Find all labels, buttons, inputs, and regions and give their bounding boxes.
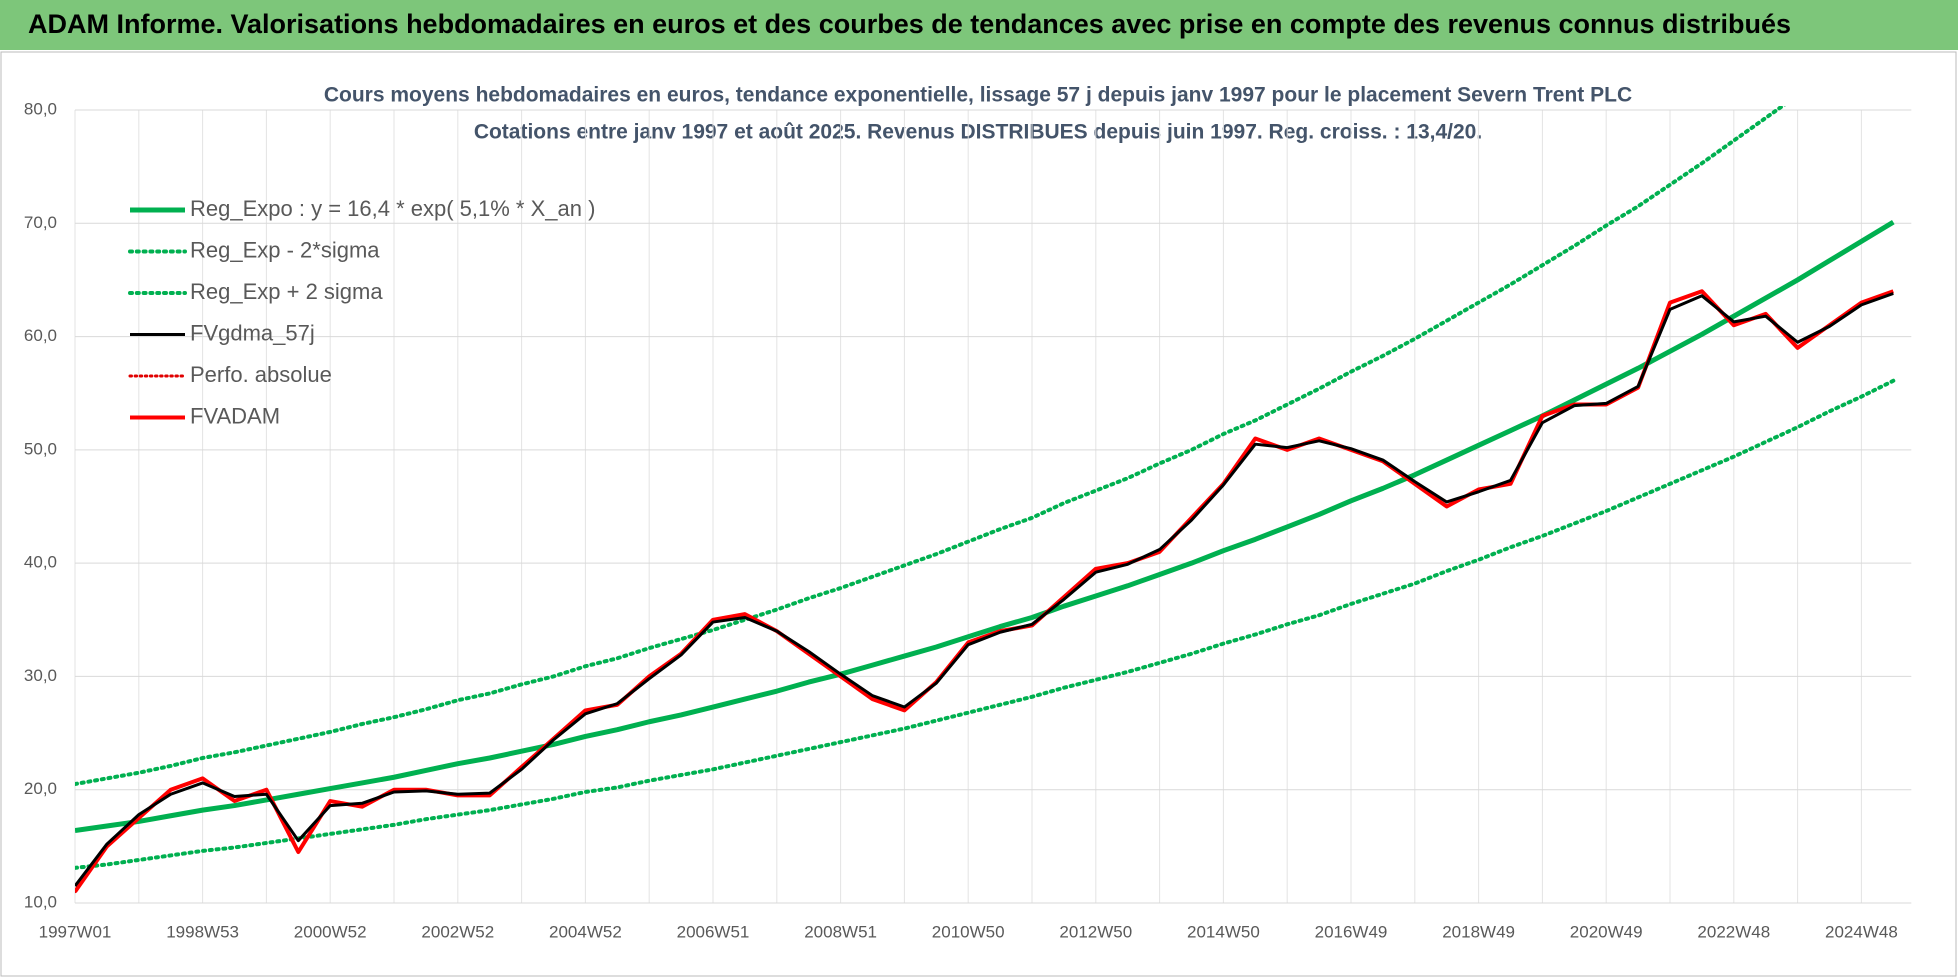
x-tick-label: 2018W49 [1442, 922, 1515, 941]
series-line [75, 106, 1786, 787]
x-tick-label: 2002W52 [421, 922, 494, 941]
legend-label: Reg_Expo : y = 16,4 * exp( 5,1% * X_an ) [190, 196, 595, 221]
y-tick-label: 30,0 [24, 666, 57, 685]
title-bar [0, 0, 1958, 50]
x-tick-label: 2000W52 [294, 922, 367, 941]
x-tick-label: 2008W51 [804, 922, 877, 941]
y-tick-label: 70,0 [24, 213, 57, 232]
x-tick-label: 2016W49 [1315, 922, 1388, 941]
y-tick-label: 40,0 [24, 553, 57, 572]
x-tick-label: 2012W50 [1059, 922, 1132, 941]
legend-label: FVADAM [190, 403, 280, 428]
x-tick-label: 1997W01 [39, 922, 112, 941]
y-tick-label: 10,0 [24, 892, 57, 911]
x-tick-label: 2010W50 [932, 922, 1005, 941]
chart-frame [0, 51, 1957, 977]
series-line [75, 292, 1894, 887]
x-tick-label: 2020W49 [1570, 922, 1643, 941]
chart-subtitle: Cotations entre janv 1997 et août 2025. … [474, 121, 1482, 144]
legend-label: Reg_Exp - 2*sigma [190, 237, 380, 262]
x-tick-label: 2024W48 [1825, 922, 1898, 941]
legend-label: Perfo. absolue [190, 362, 332, 387]
y-tick-label: 60,0 [24, 326, 57, 345]
page-title: ADAM Informe. Valorisations hebdomadaire… [28, 9, 1791, 39]
x-tick-label: 2006W51 [677, 922, 750, 941]
y-tick-label: 80,0 [24, 99, 57, 118]
x-tick-label: 2014W50 [1187, 922, 1260, 941]
x-tick-label: 2004W52 [549, 922, 622, 941]
chart-title: Cours moyens hebdomadaires en euros, ten… [324, 84, 1632, 107]
plot-area [75, 106, 1896, 894]
series-line [75, 220, 1895, 833]
y-tick-label: 20,0 [24, 779, 57, 798]
y-tick-label: 50,0 [24, 439, 57, 458]
series-line [75, 378, 1896, 870]
legend-label: Reg_Exp + 2 sigma [190, 279, 383, 304]
legend-label: FVgdma_57j [190, 320, 315, 345]
x-tick-label: 1998W53 [166, 922, 239, 941]
x-tick-label: 2022W48 [1697, 922, 1770, 941]
